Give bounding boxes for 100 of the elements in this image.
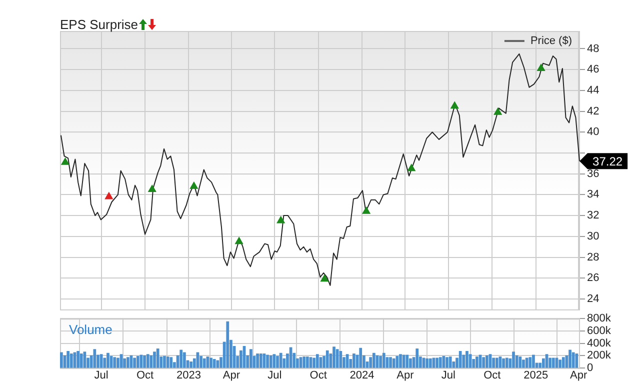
bar <box>299 357 302 368</box>
bar <box>60 352 63 368</box>
x-tick-label: Jul <box>441 370 456 382</box>
point <box>494 108 502 115</box>
bar <box>382 352 386 368</box>
y-tick-label: 400k <box>587 337 612 350</box>
bar <box>402 354 406 368</box>
bar <box>306 356 309 368</box>
x-tick-label: Apr <box>222 370 240 382</box>
bar <box>70 353 73 368</box>
y-tick-label: 600k <box>587 324 612 337</box>
x-tick-label: Oct <box>310 370 327 382</box>
x-tick-label: Oct <box>484 370 501 382</box>
x-tick-label: Oct <box>136 370 154 382</box>
point <box>148 184 156 192</box>
bar <box>359 348 362 368</box>
point <box>61 158 70 165</box>
bar <box>153 352 156 368</box>
bar <box>568 350 572 368</box>
chart-title: EPS Surprise <box>60 17 138 32</box>
bar <box>309 357 312 368</box>
y-tick-label: 44 <box>587 84 600 96</box>
bar <box>216 360 220 368</box>
y-tick-label: 30 <box>587 230 600 242</box>
bar <box>319 357 322 368</box>
bar <box>495 358 498 368</box>
y-tick-label: 32 <box>587 210 600 222</box>
y-tick-label: 36 <box>587 168 600 180</box>
bar <box>210 358 212 368</box>
x-tick-label: Jul <box>268 370 282 382</box>
bar <box>552 358 555 368</box>
bar <box>426 358 429 368</box>
bar <box>548 358 552 368</box>
bar <box>73 352 76 368</box>
point <box>320 274 328 282</box>
x-tick-label: 2025 <box>524 370 548 382</box>
point <box>537 64 546 72</box>
bar <box>428 358 432 368</box>
y-tick-label: 42 <box>587 105 600 118</box>
bar <box>396 356 399 368</box>
point <box>407 164 416 172</box>
bar <box>399 354 402 368</box>
bar <box>182 352 186 368</box>
bar <box>266 354 269 368</box>
y-tick-label: 48 <box>587 42 600 55</box>
bar <box>180 350 183 368</box>
bar <box>212 359 216 368</box>
point <box>276 216 285 224</box>
bar <box>276 356 279 368</box>
bar <box>302 356 306 368</box>
bar <box>515 355 518 368</box>
bar <box>196 352 200 368</box>
bar <box>446 357 448 368</box>
bar <box>505 358 508 368</box>
bar <box>528 357 532 368</box>
y-tick-label: 0 <box>587 362 594 374</box>
bar <box>66 351 70 368</box>
bar <box>126 357 130 368</box>
bar <box>352 353 356 368</box>
bar <box>140 354 143 368</box>
bar <box>572 352 575 368</box>
bar <box>562 357 565 368</box>
bar <box>76 351 80 368</box>
x-tick-label: Apr <box>396 370 414 382</box>
chart-title: Volume <box>69 322 112 337</box>
annotation: 37.22 <box>592 154 623 168</box>
bar <box>518 356 522 368</box>
bar <box>538 362 542 368</box>
y-tick-label: 26 <box>587 272 600 284</box>
bar <box>156 348 160 368</box>
bar <box>133 358 136 368</box>
bar <box>448 356 452 368</box>
bar <box>136 356 140 368</box>
bar <box>200 356 202 368</box>
bar <box>256 353 259 368</box>
bar <box>389 357 392 368</box>
point <box>450 102 459 109</box>
bar <box>336 349 339 368</box>
bar <box>240 350 242 368</box>
bar <box>272 354 276 368</box>
x-tick-label: 2024 <box>350 370 374 382</box>
bar <box>269 355 272 368</box>
bar <box>190 361 192 368</box>
bar <box>123 358 126 368</box>
bar <box>482 357 486 368</box>
y-tick-label: 24 <box>587 293 600 306</box>
bar <box>170 357 173 368</box>
bar <box>532 354 535 368</box>
bar <box>369 357 372 368</box>
bar <box>202 358 206 368</box>
point <box>235 237 243 244</box>
bar <box>316 354 319 368</box>
bar <box>93 349 96 368</box>
bar <box>116 358 120 368</box>
bar <box>522 360 525 368</box>
bar <box>339 351 342 368</box>
bar <box>492 358 495 368</box>
bar <box>392 358 396 368</box>
bar <box>226 321 230 368</box>
bar <box>113 357 116 368</box>
